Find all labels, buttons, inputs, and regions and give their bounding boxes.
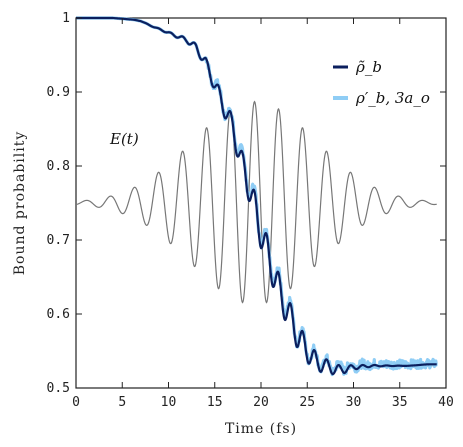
x-tick-label: 15 — [207, 395, 223, 410]
y-tick-label: 0.7 — [47, 233, 70, 248]
legend: ρ̃_b ρ′_b, 3a_o — [333, 58, 430, 107]
y-axis-label: Bound probability — [12, 131, 28, 275]
y-tick-label: 0.6 — [47, 307, 70, 322]
x-tick-label: 0 — [72, 395, 80, 410]
x-tick-label: 30 — [346, 395, 362, 410]
y-tick-label: 1 — [62, 11, 70, 26]
series-rho-b-line — [75, 16, 438, 376]
legend-label-rho-b: ρ̃_b — [355, 58, 382, 76]
series-efield-line — [75, 100, 437, 304]
x-tick-label: 5 — [118, 395, 126, 410]
y-tick-label: 0.8 — [47, 159, 70, 174]
x-tick-label: 10 — [161, 395, 177, 410]
y-tick-label: 0.9 — [47, 85, 70, 100]
x-tick-label: 40 — [438, 395, 454, 410]
legend-label-rho-prime: ρ′_b, 3a_o — [355, 89, 430, 107]
y-tick-label: 0.5 — [47, 381, 70, 396]
x-tick-label: 35 — [392, 395, 408, 410]
x-axis-label: Time (fs) — [225, 421, 297, 437]
x-tick-label: 25 — [299, 395, 315, 410]
efield-annotation: E(t) — [109, 130, 139, 148]
x-tick-label: 20 — [253, 395, 269, 410]
